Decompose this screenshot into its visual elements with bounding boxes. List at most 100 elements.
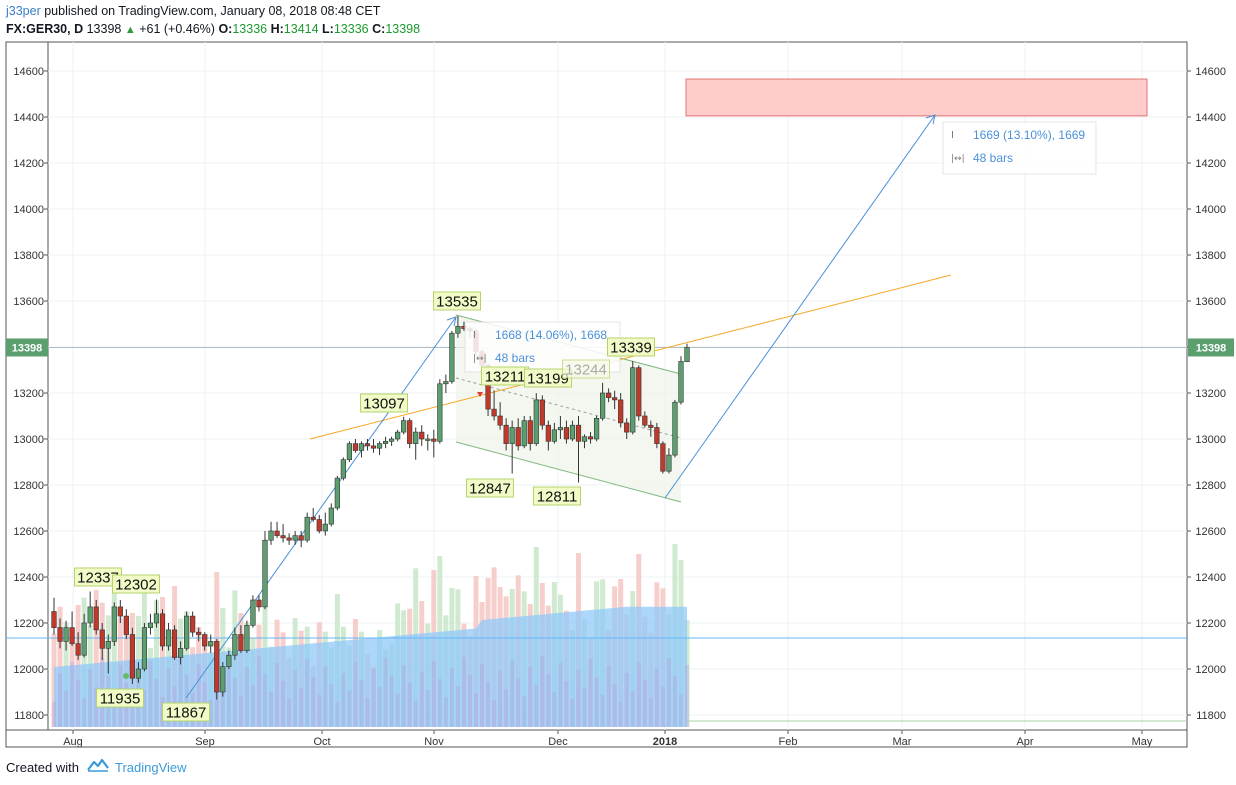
x-tick-label: Apr: [1016, 736, 1033, 748]
pivot-label: 11867: [162, 702, 210, 722]
volume-bar-overlay: [250, 685, 255, 727]
volume-average-area: [54, 606, 687, 727]
pivot-label-text: 13339: [610, 340, 652, 357]
y-tick-label-left: 13600: [13, 296, 44, 308]
volume-bar-overlay: [558, 663, 563, 727]
volume-bar-overlay: [347, 691, 352, 727]
volume-bar-overlay: [516, 678, 521, 727]
volume-bar-overlay: [455, 686, 460, 727]
author-link[interactable]: j33per: [6, 4, 41, 18]
volume-bar-overlay: [329, 684, 334, 727]
candle: [340, 459, 346, 479]
candle: [123, 615, 129, 635]
candle: [346, 443, 353, 461]
candle: [310, 516, 316, 520]
channel-midline: [455, 377, 682, 439]
candle: [57, 627, 63, 642]
volume-bar-overlay: [220, 689, 225, 727]
candle: [111, 606, 117, 642]
volume-bar-overlay: [419, 672, 424, 727]
candle: [443, 381, 449, 385]
volume-bar-overlay: [64, 691, 69, 727]
candle: [69, 627, 75, 644]
ticker-info: FX:GER30, D 13398 ▲ +61 (+0.46%) O:13336…: [6, 21, 420, 39]
volume-bar-overlay: [311, 677, 316, 727]
volume-bar-overlay: [431, 661, 436, 727]
y-tick-label-right: 12600: [1195, 526, 1226, 538]
candle: [352, 443, 359, 451]
x-tick-label: May: [1132, 736, 1153, 748]
candle: [666, 454, 672, 472]
y-tick-label-left: 13200: [13, 388, 44, 400]
volume-bar-overlay: [546, 674, 551, 727]
candle: [93, 606, 99, 631]
candle: [407, 420, 413, 444]
volume-bar-overlay: [148, 661, 153, 727]
candle: [81, 622, 87, 656]
measure-bars-text: 48 bars: [495, 351, 535, 365]
volume-bar-overlay: [281, 681, 286, 727]
candle: [515, 427, 521, 447]
pivot-label-bg: [533, 486, 581, 506]
volume-bar-overlay: [600, 695, 605, 727]
candle: [171, 629, 178, 658]
volume-bar-overlay: [654, 669, 659, 727]
candle: [304, 516, 310, 541]
x-tick-label: Nov: [424, 736, 444, 748]
volume-bar: [111, 571, 117, 727]
volume-bar-overlay: [178, 657, 183, 727]
candle: [497, 415, 503, 426]
candle: [401, 420, 407, 433]
candle: [606, 392, 612, 398]
volume-bar-overlay: [660, 687, 665, 727]
x-tick-label: Feb: [779, 736, 798, 748]
candle: [521, 420, 527, 447]
y-tick-label-left: 14200: [13, 158, 44, 170]
pivot-label: 12302: [112, 574, 160, 594]
volume-bar-overlay: [305, 659, 310, 727]
candle: [220, 666, 226, 693]
red-down-marker: [477, 392, 483, 397]
pivot-label-text: 13199: [527, 371, 569, 388]
volume-bar-overlay: [335, 702, 340, 727]
volume-bar-overlay: [82, 698, 87, 727]
y-tick-label-left: 14600: [13, 66, 44, 78]
pivot-label-bg: [112, 574, 160, 594]
ticker-symbol: FX:GER30, D: [6, 22, 84, 36]
pivot-label: 13535: [433, 291, 481, 311]
volume-bar-overlay: [449, 668, 454, 727]
pivot-label: 13199: [524, 368, 572, 388]
pivot-label-bg: [562, 359, 610, 379]
candle: [364, 443, 371, 447]
measure-bars-text: 48 bars: [973, 151, 1013, 165]
candle: [250, 599, 256, 626]
candle: [322, 523, 328, 532]
candle: [599, 392, 606, 419]
volume-bar-overlay: [238, 696, 243, 727]
pivot-label: 12811: [533, 486, 581, 506]
candle: [334, 477, 340, 509]
candle: [624, 422, 630, 433]
candle: [593, 417, 600, 440]
candle: [437, 383, 443, 442]
y-tick-label-left: 13000: [13, 434, 44, 446]
right-axis-area: [1187, 42, 1236, 747]
y-tick-label-left: 14000: [13, 204, 44, 216]
candle: [202, 634, 208, 647]
x-tick-label: Oct: [313, 736, 330, 748]
pivot-label-text: 13535: [436, 294, 478, 311]
candle: [99, 629, 105, 649]
projection-arrowhead: [446, 316, 457, 327]
pivot-label-bg: [96, 688, 144, 708]
candle: [636, 367, 642, 417]
candle: [575, 424, 582, 442]
x-tick-label: Mar: [893, 736, 912, 748]
x-tick-label: 2018: [653, 736, 677, 748]
volume-bar-overlay: [672, 676, 677, 727]
y-tick-label-right: 12400: [1195, 572, 1226, 584]
y-tick-label-left: 14400: [13, 112, 44, 124]
tradingview-link[interactable]: TradingView: [114, 759, 187, 775]
candle: [208, 641, 214, 647]
volume-bar-overlay: [588, 659, 593, 727]
